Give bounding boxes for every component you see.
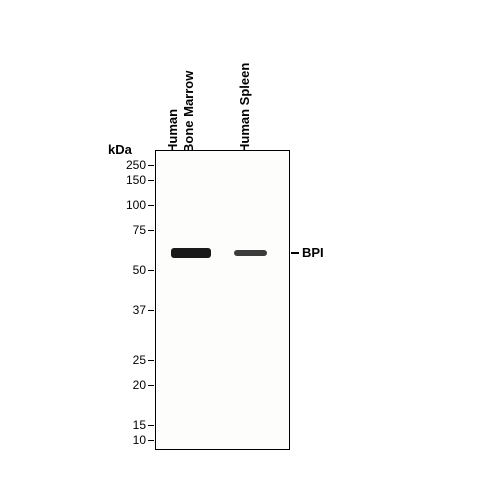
mw-100: 100 (116, 198, 146, 212)
mw-tick-20 (148, 385, 154, 386)
mw-75: 75 (116, 223, 146, 237)
mw-250: 250 (116, 158, 146, 172)
mw-50: 50 (116, 263, 146, 277)
mw-tick-75 (148, 230, 154, 231)
mw-tick-50 (148, 270, 154, 271)
mw-tick-250 (148, 165, 154, 166)
mw-37: 37 (116, 303, 146, 317)
band-lane2 (234, 250, 267, 256)
lane-label-1-line1: Human (165, 109, 180, 153)
mw-tick-25 (148, 360, 154, 361)
mw-tick-150 (148, 180, 154, 181)
blot-membrane (155, 150, 290, 450)
band-annotation-tick (291, 252, 299, 254)
unit-label: kDa (108, 142, 132, 157)
mw-tick-10 (148, 440, 154, 441)
mw-tick-37 (148, 310, 154, 311)
mw-15: 15 (116, 418, 146, 432)
band-annotation-label: BPI (302, 245, 324, 260)
mw-tick-15 (148, 425, 154, 426)
band-lane1 (171, 248, 211, 258)
blot-figure: kDa Human Bone Marrow Human Spleen 250 1… (80, 50, 420, 450)
mw-10: 10 (116, 433, 146, 447)
mw-25: 25 (116, 353, 146, 367)
lane-label-2: Human Spleen (237, 63, 252, 153)
lane-label-1-line2: Bone Marrow (181, 71, 196, 153)
mw-tick-100 (148, 205, 154, 206)
mw-150: 150 (116, 173, 146, 187)
mw-20: 20 (116, 378, 146, 392)
